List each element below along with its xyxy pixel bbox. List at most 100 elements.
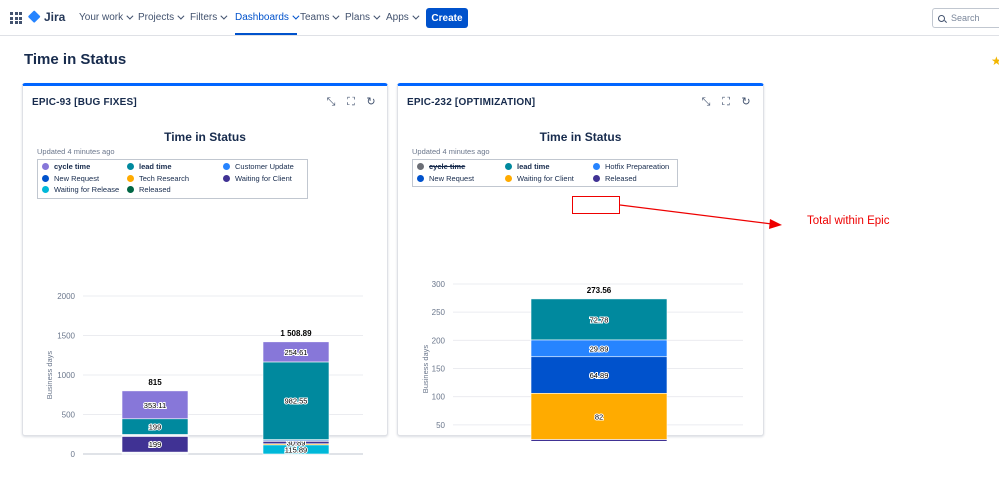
bar-segment — [262, 341, 330, 363]
legend-label: lead time — [517, 162, 550, 172]
legend-label: Waiting for Release — [54, 185, 120, 195]
jira-logo[interactable]: Jira — [29, 10, 65, 24]
nav-projects[interactable]: Projects — [138, 12, 185, 23]
chart-title: Time in Status — [164, 130, 246, 144]
legend-item[interactable]: Customer Update — [223, 162, 303, 172]
legend-item[interactable]: Waiting for Client — [223, 174, 303, 184]
chevron-down-icon — [177, 12, 185, 20]
legend-label: lead time — [139, 162, 172, 172]
legend-swatch — [42, 163, 49, 171]
chevron-down-icon — [412, 12, 420, 20]
legend-item[interactable]: Tech Research — [127, 174, 215, 184]
app-switcher-icon[interactable] — [10, 12, 22, 24]
fullscreen-icon[interactable]: ⛶ — [347, 96, 355, 108]
bar-total-label: 273.56 — [587, 286, 612, 295]
chevron-down-icon — [373, 12, 381, 20]
legend-label: Released — [605, 173, 637, 183]
legend-label: cycle time — [54, 162, 91, 172]
minimize-icon[interactable]: ⤡ — [326, 96, 336, 108]
legend-item[interactable]: lead time — [127, 162, 215, 172]
legend-label: New Request — [54, 173, 100, 183]
gadget-title: EPIC-93 [BUG FIXES] — [32, 97, 137, 108]
gadget-epic-232: EPIC-232 [OPTIMIZATION] ⤡ ⛶ ↻ Time in St… — [397, 83, 764, 441]
search-input[interactable]: Search — [932, 8, 999, 28]
data-label: 353.11 — [144, 401, 166, 410]
legend-label: cycle time — [429, 162, 466, 172]
legend-label: Hotfix Prepareation — [605, 162, 670, 172]
legend-swatch — [593, 174, 600, 182]
minimize-icon[interactable]: ⤡ — [701, 96, 711, 108]
chevron-down-icon — [292, 12, 300, 20]
bar-segment — [262, 361, 330, 440]
legend-item[interactable]: Waiting for Release — [42, 185, 119, 195]
gadget-title: EPIC-232 [OPTIMIZATION] — [407, 97, 536, 108]
nav-teams[interactable]: Teams — [300, 12, 340, 23]
chevron-down-icon — [220, 12, 228, 20]
legend-swatch — [127, 174, 134, 182]
gadget-epic-93: EPIC-93 [BUG FIXES] ⤡ ⛶ ↻ Time in Status… — [22, 83, 388, 458]
updated-text: Updated 4 minutes ago — [37, 147, 115, 156]
nav-plans[interactable]: Plans — [345, 12, 381, 23]
legend-label: New Request — [429, 173, 475, 183]
nav-dashboards-label: Dashboards — [235, 12, 289, 23]
legend-item[interactable]: New Request — [42, 174, 119, 184]
legend-item[interactable]: New Request — [417, 174, 497, 184]
y-tick-label: 500 — [62, 411, 76, 420]
create-button[interactable]: Create — [426, 8, 468, 28]
nav-your-work[interactable]: Your work — [79, 12, 134, 23]
nav-apps-label: Apps — [386, 12, 409, 23]
legend-item[interactable]: cycle time — [42, 162, 119, 172]
legend-label: Waiting for Client — [235, 173, 292, 183]
legend-swatch — [42, 186, 49, 194]
legend-item[interactable]: lead time — [505, 162, 585, 172]
y-tick-label: 100 — [432, 393, 446, 402]
nav-dashboards[interactable]: Dashboards — [235, 12, 300, 35]
legend-swatch — [593, 163, 600, 171]
data-label: 82 — [595, 412, 603, 421]
legend-swatch — [505, 163, 512, 171]
updated-text: Updated 4 minutes ago — [412, 147, 490, 156]
legend-label: Waiting for Client — [517, 173, 574, 183]
bar-segment — [121, 390, 189, 420]
y-axis-label: Business days — [421, 345, 430, 394]
total-highlight-box — [572, 196, 620, 214]
legend-item[interactable]: Released — [593, 174, 673, 184]
stacked-bar-chart: 0 500 1000 1500 2000 Business days 199 199 353.1… — [45, 292, 363, 458]
search-icon — [938, 14, 945, 22]
nav-teams-label: Teams — [300, 12, 330, 23]
legend-item[interactable]: Hotfix Prepareation — [593, 162, 673, 172]
annotation-text: Total within Epic — [807, 215, 890, 227]
jira-logo-text: Jira — [44, 10, 66, 24]
y-tick-label: 50 — [436, 421, 445, 430]
data-label: 72.78 — [590, 315, 609, 324]
jira-logo-icon — [29, 10, 40, 24]
y-tick-label: 0 — [71, 450, 76, 458]
legend-label: Customer Update — [235, 162, 294, 172]
legend-swatch — [42, 174, 49, 182]
bar-segment — [530, 356, 668, 394]
refresh-icon[interactable]: ↻ — [366, 96, 376, 108]
nav-apps[interactable]: Apps — [386, 12, 420, 23]
gadget-toolbar: ⤡ ⛶ ↻ — [700, 96, 752, 108]
bar-segment — [530, 392, 668, 440]
legend-item[interactable]: cycle time — [417, 162, 497, 172]
nav-filters[interactable]: Filters — [190, 12, 228, 23]
chevron-down-icon — [332, 12, 340, 20]
data-label: 199 — [149, 423, 162, 432]
page-title: Time in Status — [24, 51, 127, 68]
legend-item[interactable]: Released — [127, 185, 215, 195]
data-label: 30.89 — [287, 439, 306, 448]
bar-total-label: 1 508.89 — [280, 329, 312, 338]
legend-swatch — [417, 174, 424, 182]
search-placeholder: Search — [951, 13, 980, 23]
star-icon[interactable]: ★ — [991, 54, 999, 68]
legend-label: Released — [139, 185, 171, 195]
legend-swatch — [223, 163, 230, 171]
legend-item[interactable]: Waiting for Client — [505, 174, 585, 184]
top-navigation: Jira Your work Projects Filters Dashboar… — [0, 0, 999, 36]
y-tick-label: 200 — [432, 336, 446, 345]
refresh-icon[interactable]: ↻ — [741, 96, 751, 108]
bar-segment — [530, 298, 668, 341]
fullscreen-icon[interactable]: ⛶ — [722, 96, 730, 108]
legend-swatch — [223, 174, 230, 182]
